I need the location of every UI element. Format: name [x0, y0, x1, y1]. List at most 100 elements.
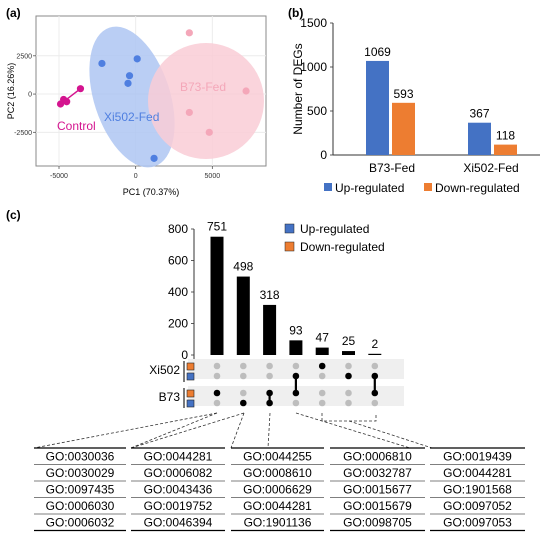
upset-matrix-dot-filled [292, 389, 300, 397]
pca-y-tick-label: -2500 [14, 130, 32, 137]
row-label-xi502: Xi502 [149, 363, 180, 377]
deg-bar-value-label: 593 [393, 87, 413, 101]
pca-point-xi502-fed [150, 154, 158, 162]
pca-y-tick-label: 0 [28, 92, 32, 99]
go-term: GO:0097053 [443, 516, 512, 530]
upset-matrix-dot-filled [318, 362, 326, 370]
upset-matrix-dot-filled [345, 372, 352, 380]
deg-bar-chart: 0 500 1000 1500 1069 593 367 118 B73-Fed Xi502… [291, 16, 540, 195]
pca-x-tick-label: 0 [134, 173, 138, 180]
deg-y-tick-label: 1500 [300, 16, 327, 30]
pca-chart: -5000 0 5000 -2500 0 2500 Control Xi502-Fed B… [6, 15, 267, 197]
upset-bar [289, 340, 303, 355]
deg-y-tick-label: 500 [307, 104, 327, 118]
deg-category-b73: B73-Fed [369, 161, 415, 175]
go-term: GO:0006030 [46, 499, 115, 513]
go-term: GO:0097435 [46, 483, 115, 497]
upset-legend-up-swatch [284, 223, 295, 234]
upset-bars: 751 498 318 93 47 25 2 [207, 220, 382, 355]
deg-legend-down-label: Down-regulated [435, 181, 520, 195]
pca-ticks: -5000 0 5000 -2500 0 2500 [14, 53, 220, 180]
upset-y-tick-label: 400 [168, 285, 188, 299]
upset-matrix-dot-filled [371, 389, 379, 397]
deg-y-tick-label: 0 [320, 148, 327, 162]
pca-point-control [60, 95, 68, 104]
row-swatch-b73-up [186, 399, 195, 408]
pca-point-xi502-fed [98, 59, 106, 68]
deg-category-xi502: Xi502-Fed [463, 161, 518, 175]
upset-matrix-dot-empty [345, 399, 352, 407]
go-connector-5 [321, 413, 377, 422]
go-term: GO:0030036 [46, 450, 115, 464]
pca-x-axis-title: PC1 (70.37%) [123, 187, 180, 197]
upset-matrix [213, 362, 379, 407]
go-term: GO:1901136 [244, 516, 312, 530]
upset-bar-value-label: 25 [342, 334, 356, 348]
upset-bar [342, 351, 355, 355]
upset-matrix-dot-empty [213, 399, 221, 407]
go-connector-1 [33, 412, 218, 449]
deg-bar-up [366, 60, 389, 155]
upset-matrix-dot-empty [240, 389, 247, 397]
go-term: GO:0019752 [144, 499, 213, 513]
upset-matrix-dot-empty [240, 372, 247, 380]
panel-label-c: (c) [6, 208, 21, 222]
panel-label-a: (a) [6, 6, 21, 20]
row-swatch-xi502-down [186, 362, 195, 371]
pca-label-b73: B73-Fed [180, 80, 226, 94]
pca-points [56, 29, 250, 162]
deg-bar-value-label: 118 [496, 129, 515, 143]
go-term: GO:1901568 [443, 483, 512, 497]
upset-matrix-dot-filled [266, 399, 273, 407]
deg-legend-up-swatch [324, 183, 332, 191]
row-swatch-xi502-up [186, 372, 195, 381]
deg-bar-value-label: 1069 [364, 45, 391, 59]
pca-x-tick-label: -5000 [50, 173, 68, 180]
upset-matrix-dot-filled [213, 389, 221, 397]
upset-matrix-dot-empty [240, 362, 247, 370]
deg-legend-up-label: Up-regulated [335, 181, 404, 195]
upset-bar-value-label: 751 [207, 220, 227, 234]
upset-matrix-dot-empty [318, 372, 326, 380]
upset-matrix-dot-empty [266, 362, 273, 370]
upset-bar [236, 276, 250, 355]
upset-matrix-dot-filled [292, 372, 300, 380]
upset-y-tick-label: 600 [168, 254, 188, 268]
go-connector-2b [230, 412, 245, 449]
go-term: GO:0006032 [46, 516, 115, 530]
go-term: GO:0015679 [343, 499, 412, 513]
b73-confidence-ellipse [148, 43, 264, 159]
go-term: GO:0006810 [343, 450, 412, 464]
upset-bar-value-label: 318 [260, 288, 280, 302]
upset-y-ticks: 0 200 400 600 800 [168, 222, 194, 362]
go-connector-2 [130, 412, 245, 449]
deg-bar-down [494, 144, 517, 155]
xi502-confidence-ellipse [89, 26, 175, 168]
upset-matrix-dot-filled [371, 372, 379, 380]
upset-bar-value-label: 2 [371, 337, 378, 351]
deg-y-axis-title: Number of DEGs [291, 43, 305, 134]
go-term: GO:0030029 [46, 466, 115, 480]
pca-y-tick-label: 2500 [16, 53, 32, 60]
go-connector-4 [295, 412, 411, 449]
go-term: GO:0006082 [144, 466, 213, 480]
pca-point-b73-fed [242, 87, 250, 95]
upset-chart: 0 200 400 600 800 751 498 318 93 47 25 2 Up-regula… [33, 220, 525, 532]
deg-legend-down-swatch [424, 183, 432, 191]
upset-bar-value-label: 93 [289, 323, 303, 337]
pca-point-b73-fed [185, 29, 193, 37]
upset-matrix-dot-empty [213, 372, 221, 380]
pca-y-axis-title: PC2 (16.26%) [6, 63, 16, 120]
go-term: GO:0015677 [343, 483, 412, 497]
upset-matrix-dot-empty [266, 372, 273, 380]
pca-x-tick-label: 5000 [205, 173, 221, 180]
deg-y-tick-label: 1000 [300, 60, 327, 74]
upset-matrix-dot-empty [371, 399, 379, 407]
upset-matrix-dot-empty [292, 362, 300, 370]
upset-legend-up-label: Up-regulated [300, 222, 369, 236]
go-term: GO:0032787 [343, 466, 412, 480]
pca-label-xi502: Xi502-Fed [104, 110, 159, 124]
upset-bar [368, 353, 382, 355]
upset-bar [315, 347, 329, 355]
